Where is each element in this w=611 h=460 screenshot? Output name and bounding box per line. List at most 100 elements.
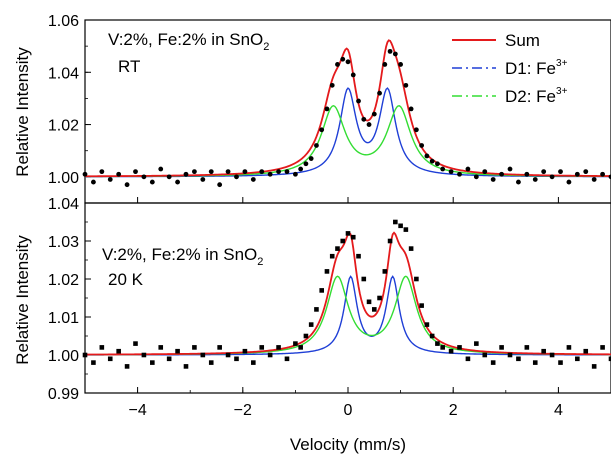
- data-point: [532, 177, 538, 182]
- data-point: [335, 62, 340, 67]
- y-tick-label: 1.04: [48, 196, 79, 213]
- data-point: [267, 352, 273, 358]
- data-point: [208, 169, 214, 175]
- data-point: [192, 169, 197, 175]
- data-point: [183, 364, 189, 369]
- data-point: [192, 345, 197, 350]
- data-point: [382, 62, 388, 67]
- data-point: [298, 166, 304, 172]
- data-point: [141, 174, 147, 180]
- y-tick-label: 1.00: [48, 348, 79, 365]
- data-point: [549, 352, 555, 358]
- data-point: [524, 345, 530, 350]
- data-point: [482, 352, 488, 358]
- data-point: [414, 276, 419, 282]
- data-point: [158, 345, 164, 350]
- data-point: [276, 169, 281, 175]
- data-points-bottom: [82, 219, 611, 369]
- data-point: [600, 171, 605, 177]
- y-tick-label: 1.06: [48, 13, 79, 30]
- data-point: [532, 360, 538, 365]
- data-point: [267, 171, 273, 177]
- data-point: [107, 356, 113, 362]
- data-point: [435, 341, 440, 346]
- y-tick-label: 1.03: [48, 234, 79, 251]
- legend-label-d2: D2: Fe3+: [505, 86, 568, 106]
- sum-curve-top: [85, 39, 611, 178]
- x-tick-label: 2: [449, 402, 458, 419]
- data-point: [314, 143, 319, 148]
- data-point: [465, 356, 471, 362]
- data-point: [457, 345, 462, 350]
- x-tick-label: 4: [554, 402, 563, 419]
- data-point: [516, 356, 521, 362]
- data-point: [82, 352, 88, 358]
- data-point: [116, 171, 122, 177]
- data-point: [490, 177, 496, 182]
- data-point: [398, 62, 403, 67]
- data-point: [149, 179, 155, 185]
- y-tick-label: 0.99: [48, 386, 79, 403]
- data-point: [429, 333, 435, 339]
- data-point: [429, 158, 435, 164]
- data-point: [303, 333, 309, 339]
- y-axis-title-top: Relative Intensity: [13, 47, 32, 177]
- data-point: [324, 269, 330, 274]
- y-axis-title-bottom: Relative Intensity: [13, 235, 32, 365]
- data-point: [507, 352, 513, 358]
- data-point: [507, 166, 513, 172]
- data-point: [419, 303, 424, 308]
- data-point: [329, 253, 335, 259]
- legend-label-d1: D1: Fe3+: [505, 58, 568, 78]
- data-point: [392, 51, 398, 57]
- data-point: [183, 171, 189, 177]
- y-tick-label: 1.02: [48, 118, 79, 135]
- data-point: [403, 82, 409, 88]
- data-point: [150, 360, 155, 365]
- data-point: [133, 169, 138, 175]
- data-point: [387, 48, 393, 54]
- panel-rt: 1.001.021.041.06 V:2%, Fe:2% in SnO2 RT …: [48, 13, 611, 204]
- data-point: [440, 166, 446, 172]
- data-point: [408, 246, 414, 251]
- data-point: [99, 345, 105, 350]
- data-point: [217, 182, 223, 188]
- x-axis-title: Velocity (mm/s): [290, 435, 406, 454]
- y-tick-label: 1.04: [48, 65, 79, 82]
- data-point: [549, 174, 555, 180]
- data-point: [234, 174, 239, 180]
- data-point: [208, 360, 214, 365]
- data-point: [377, 90, 382, 96]
- data-point: [324, 106, 330, 112]
- y-ticks-top: 1.00 1.02 1.04 1.06: [48, 13, 91, 204]
- data-point: [361, 276, 367, 282]
- data-point: [608, 174, 611, 180]
- data-point: [200, 352, 206, 358]
- data-point: [393, 219, 398, 225]
- component-curve-d1: [85, 275, 611, 356]
- data-point: [408, 106, 414, 112]
- data-point: [319, 127, 325, 133]
- data-point: [608, 356, 611, 362]
- data-point: [259, 169, 265, 175]
- x-ticks: −4 −2 0 2 4: [84, 197, 611, 419]
- data-point: [242, 169, 248, 175]
- data-point: [329, 82, 335, 88]
- data-point: [600, 345, 605, 350]
- component-curves-bottom: [84, 275, 611, 356]
- sum-curve: [85, 39, 611, 178]
- data-point: [308, 322, 314, 327]
- y-ticks-bottom: 0.99 1.00 1.01 1.02 1.03 1.04: [48, 196, 91, 403]
- data-point: [340, 238, 346, 244]
- data-point: [516, 179, 521, 185]
- data-point: [308, 156, 314, 161]
- data-point: [175, 179, 180, 185]
- x-tick-label: −2: [234, 402, 252, 419]
- panel-20k: 0.99 1.00 1.01 1.02 1.03 1.04 −4 −2 0 2 4 V:2%, F…: [48, 196, 611, 419]
- data-point: [284, 356, 290, 362]
- data-point: [175, 348, 180, 354]
- annotation-temperature-top: RT: [118, 57, 140, 76]
- data-point: [448, 169, 454, 175]
- component-curve-d2: [85, 104, 611, 178]
